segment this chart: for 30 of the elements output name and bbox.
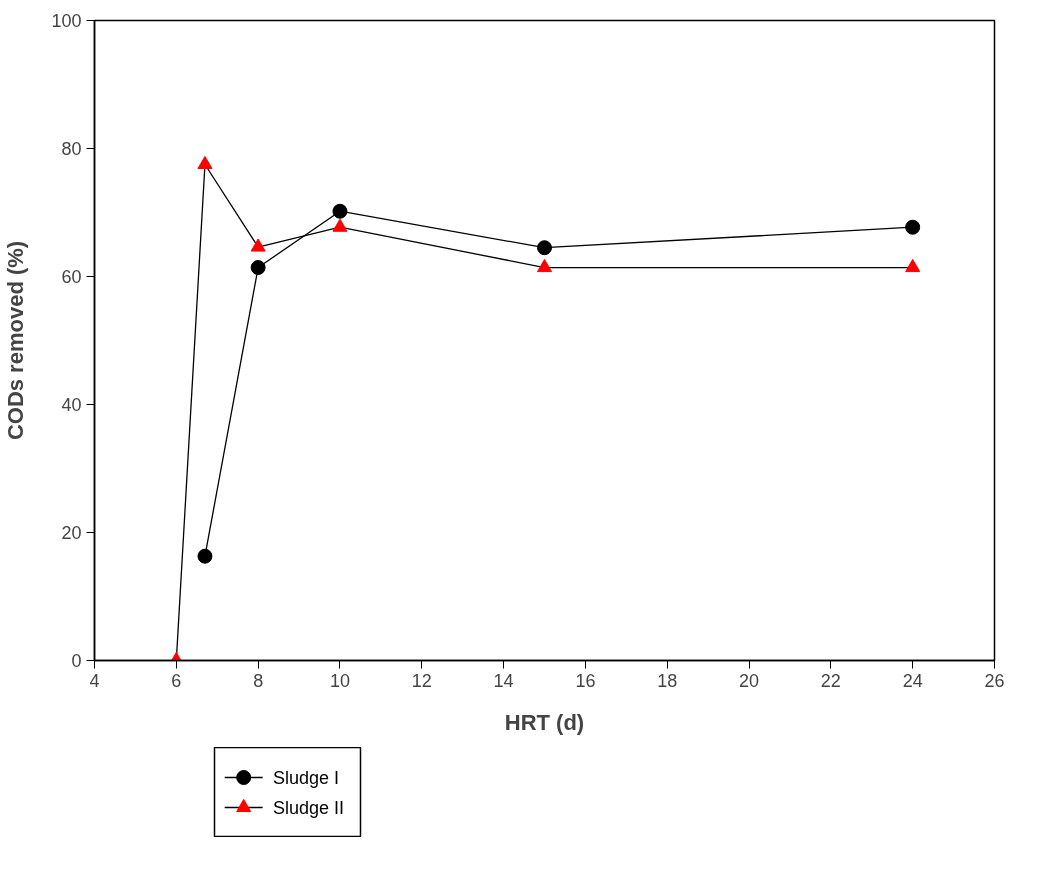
x-tick-label: 14 (493, 670, 514, 691)
y-tick-label: 80 (61, 139, 82, 159)
y-tick-label: 100 (51, 11, 82, 31)
x-tick-label: 6 (171, 670, 182, 691)
x-tick-label: 4 (89, 670, 100, 691)
y-tick-label: 0 (71, 651, 82, 671)
y-tick-label: 20 (61, 523, 82, 543)
point (905, 258, 921, 273)
x-tick-label: 10 (329, 670, 350, 691)
x-tick-label: 16 (575, 670, 596, 691)
x-tick-label: 26 (984, 670, 1005, 691)
x-tick-label: 12 (411, 670, 432, 691)
legend-label: Sludge II (272, 797, 344, 818)
y-tick-label: 40 (61, 395, 82, 415)
y-axis-title: CODs removed (%) (3, 240, 29, 441)
point (197, 155, 213, 170)
x-tick-label: 8 (253, 670, 264, 691)
x-tick-label: 18 (657, 670, 678, 691)
x-tick-label: 24 (902, 670, 923, 691)
point (332, 203, 348, 219)
y-tick-label: 60 (61, 267, 82, 287)
point (332, 218, 348, 232)
x-tick-label: 22 (820, 670, 841, 691)
x-axis-title: HRT (d) (504, 709, 585, 735)
point (250, 238, 266, 252)
x-tick-label: 20 (739, 670, 760, 691)
point (537, 258, 552, 273)
point (537, 240, 552, 256)
point (905, 219, 921, 235)
legend-label: Sludge I (272, 767, 339, 788)
